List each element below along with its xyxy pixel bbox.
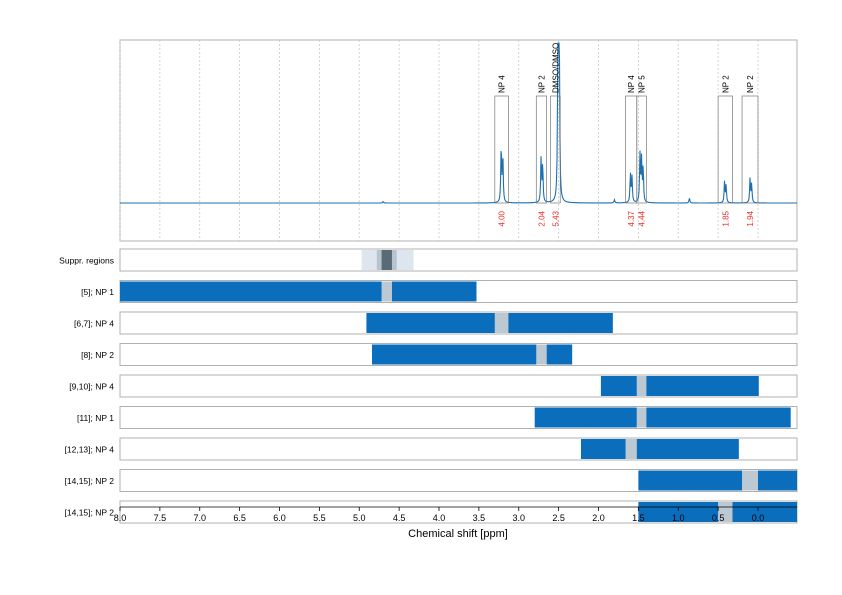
x-tick-label-15: 0.5 <box>712 513 725 523</box>
x-tick-label-13: 1.5 <box>632 513 645 523</box>
row-4-gap-0 <box>636 376 647 396</box>
peak-label-3: NP 4 <box>627 75 636 93</box>
row-7-gap-0 <box>742 470 758 491</box>
peak-box-6 <box>741 95 759 204</box>
x-tick-label-8: 4.0 <box>433 513 446 523</box>
peak-integral-0: 4.00 <box>498 210 507 226</box>
peak-integral-3: 4.37 <box>627 210 636 226</box>
row-label-2: [6,7]; NP 4 <box>74 319 114 329</box>
peak-box-3 <box>625 95 638 204</box>
spectrum-panel: NP 4 4.00 NP 2 2.04 DMSO/DMSO 5.43 NP 4 4.37 NP … <box>119 39 798 242</box>
row-3-segment-1 <box>546 344 573 365</box>
row-frame-0 <box>119 248 798 272</box>
x-tick-label-9: 3.5 <box>473 513 486 523</box>
peak-label-5: NP 2 <box>721 75 730 93</box>
peak-integral-6: 1.94 <box>746 210 755 226</box>
row-2-segment-0 <box>366 313 495 333</box>
x-tick-label-0: 8.0 <box>114 513 127 523</box>
x-tick-label-5: 5.5 <box>313 513 326 523</box>
x-tick-label-16: 0.0 <box>752 513 765 523</box>
x-tick-label-6: 5.0 <box>353 513 366 523</box>
x-tick-label-4: 6.0 <box>273 513 286 523</box>
peak-integral-4: 4.44 <box>638 210 647 226</box>
x-axis: 8.0 7.5 7.0 6.5 6.0 5.5 5.0 4.5 4.0 3.5 3.0 2.5 2.0 1… <box>114 506 797 523</box>
component-rows-panel: Suppr. regions [5]; NP 1 [6,7]; NP 4 [8]; N… <box>59 248 798 524</box>
row-6-gap-0 <box>625 439 637 459</box>
peak-box-4 <box>636 95 647 204</box>
peak-box-0 <box>494 95 509 204</box>
peak-integral-2: 5.43 <box>551 210 560 226</box>
row-7-segment-1 <box>758 470 797 491</box>
x-tick-label-11: 2.5 <box>552 513 565 523</box>
row-label-4: [9,10]; NP 4 <box>69 382 114 392</box>
row-6-segment-1 <box>636 439 739 459</box>
suppressed-region-2 <box>381 250 392 270</box>
spectrum-line <box>120 42 797 204</box>
peak-integral-5: 1.85 <box>721 210 730 226</box>
spectrum-frame <box>119 39 798 242</box>
x-tick-label-14: 1.0 <box>672 513 685 523</box>
row-label-0: Suppr. regions <box>59 256 114 266</box>
x-tick-label-7: 4.5 <box>393 513 406 523</box>
row-2-gap-0 <box>494 313 509 333</box>
peak-box-1 <box>535 95 548 204</box>
row-3-gap-0 <box>536 344 547 365</box>
row-label-6: [12,13]; NP 4 <box>65 445 115 455</box>
row-8-segment-1 <box>732 502 797 522</box>
x-tick-label-10: 3.0 <box>512 513 525 523</box>
row-label-1: [5]; NP 1 <box>81 287 114 297</box>
peak-label-1: NP 2 <box>537 75 546 93</box>
row-5-segment-1 <box>646 407 791 428</box>
x-axis-label: Chemical shift [ppm] <box>408 528 508 540</box>
peak-box-5 <box>717 95 733 204</box>
peak-box-2 <box>550 95 561 204</box>
peak-integral-1: 2.04 <box>537 210 546 226</box>
row-1-segment-0 <box>120 281 382 302</box>
x-tick-label-12: 2.0 <box>592 513 605 523</box>
peak-label-0: NP 4 <box>498 75 507 93</box>
peak-label-4: NP 5 <box>638 75 647 93</box>
row-5-segment-0 <box>534 407 637 428</box>
row-6-segment-0 <box>580 439 626 459</box>
row-7-segment-0 <box>638 470 743 491</box>
row-label-5: [11]; NP 1 <box>77 413 114 423</box>
row-4-segment-0 <box>600 376 637 396</box>
x-tick-label-3: 6.5 <box>233 513 246 523</box>
row-1-segment-1 <box>391 281 477 302</box>
row-5-gap-0 <box>636 407 647 428</box>
row-4-segment-1 <box>646 376 759 396</box>
peak-label-2: DMSO/DMSO <box>551 43 560 93</box>
x-tick-label-2: 7.0 <box>193 513 206 523</box>
peak-label-6: NP 2 <box>746 75 755 93</box>
row-1-gap-0 <box>381 281 392 302</box>
row-3-segment-0 <box>372 344 537 365</box>
row-2-segment-1 <box>508 313 613 333</box>
x-tick-label-1: 7.5 <box>154 513 167 523</box>
row-label-3: [8]; NP 2 <box>81 350 114 360</box>
row-label-8: [14,15]; NP 2 <box>65 508 115 518</box>
row-label-7: [14,15]; NP 2 <box>65 476 115 486</box>
